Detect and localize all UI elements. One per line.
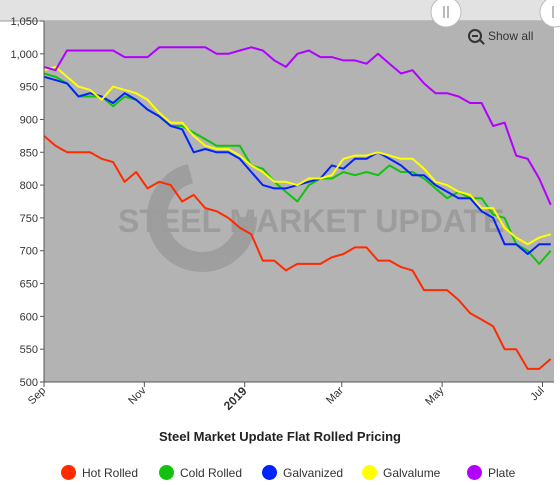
navigator-handle-right-circle[interactable] <box>539 0 560 28</box>
navigator-handle-left[interactable] <box>430 0 462 28</box>
show-all-label: Show all <box>488 29 534 43</box>
y-tick-label: 1,000 <box>10 49 38 61</box>
y-tick-label: 550 <box>20 344 38 356</box>
navigator-handle-left-circle[interactable] <box>430 0 462 28</box>
legend-marker-plate <box>467 465 482 480</box>
legend-marker-hot-rolled <box>61 465 76 480</box>
y-tick-label: 750 <box>20 213 38 225</box>
legend-marker-galvanized <box>262 465 277 480</box>
legend-item-galvanized[interactable]: Galvanized <box>262 465 343 480</box>
legend: Hot Rolled Cold Rolled Galvanized Galvalume… <box>0 465 560 485</box>
y-axis-ticks: 500 550 600 650 700 750 800 850 900 950 1,000 1,050 <box>10 16 44 389</box>
plot-area: STEEL MARKET UPDATE <box>43 21 554 383</box>
legend-label-galvanized: Galvanized <box>283 465 344 480</box>
y-tick-label: 900 <box>20 114 38 126</box>
y-tick-label: 600 <box>20 311 38 323</box>
legend-marker-galvalume <box>362 465 377 480</box>
show-all-button[interactable]: Show all <box>468 29 533 43</box>
watermark: STEEL MARKET UPDATE <box>118 162 504 272</box>
y-tick-label: 650 <box>20 279 38 291</box>
legend-label-hot-rolled: Hot Rolled <box>82 465 139 480</box>
legend-item-plate[interactable]: Plate <box>467 465 515 480</box>
y-tick-label: 500 <box>20 377 38 389</box>
zoom-out-icon <box>468 29 482 43</box>
series-lines <box>43 46 552 370</box>
legend-label-galvalume: Galvalume <box>383 465 441 480</box>
plot-background <box>44 21 554 382</box>
legend-label-cold-rolled: Cold Rolled <box>180 465 243 480</box>
navigator[interactable] <box>0 0 560 22</box>
watermark-logo-mark <box>147 162 257 272</box>
series-line-cold-rolled <box>43 72 552 265</box>
x-tick-label: 2019 <box>221 384 250 413</box>
series-line-plate <box>43 46 552 206</box>
legend-item-galvalume[interactable]: Galvalume <box>362 465 440 480</box>
chart-title: Steel Market Update Flat Rolled Pricing <box>159 429 401 444</box>
x-tick-label: Nov <box>126 384 149 407</box>
y-tick-label: 950 <box>20 82 38 94</box>
y-tick-label: 700 <box>20 246 38 258</box>
legend-item-hot-rolled[interactable]: Hot Rolled <box>61 465 138 480</box>
series-line-hot-rolled <box>43 135 552 370</box>
x-axis-ticks: Sep Nov 2019 Mar May Jul <box>26 382 547 413</box>
legend-item-cold-rolled[interactable]: Cold Rolled <box>159 465 242 480</box>
y-tick-label: 1,050 <box>10 16 38 28</box>
navigator-track <box>0 0 560 21</box>
x-tick-label: Mar <box>324 385 346 407</box>
watermark-text: STEEL MARKET UPDATE <box>118 203 504 239</box>
x-tick-label: May <box>423 384 447 408</box>
y-tick-label: 850 <box>20 147 38 159</box>
y-tick-label: 800 <box>20 180 38 192</box>
x-tick-label: Jul <box>528 385 546 403</box>
legend-marker-cold-rolled <box>159 465 174 480</box>
navigator-handle-right[interactable] <box>539 0 560 28</box>
series-line-galvalume <box>43 65 551 246</box>
legend-label-plate: Plate <box>488 465 516 480</box>
